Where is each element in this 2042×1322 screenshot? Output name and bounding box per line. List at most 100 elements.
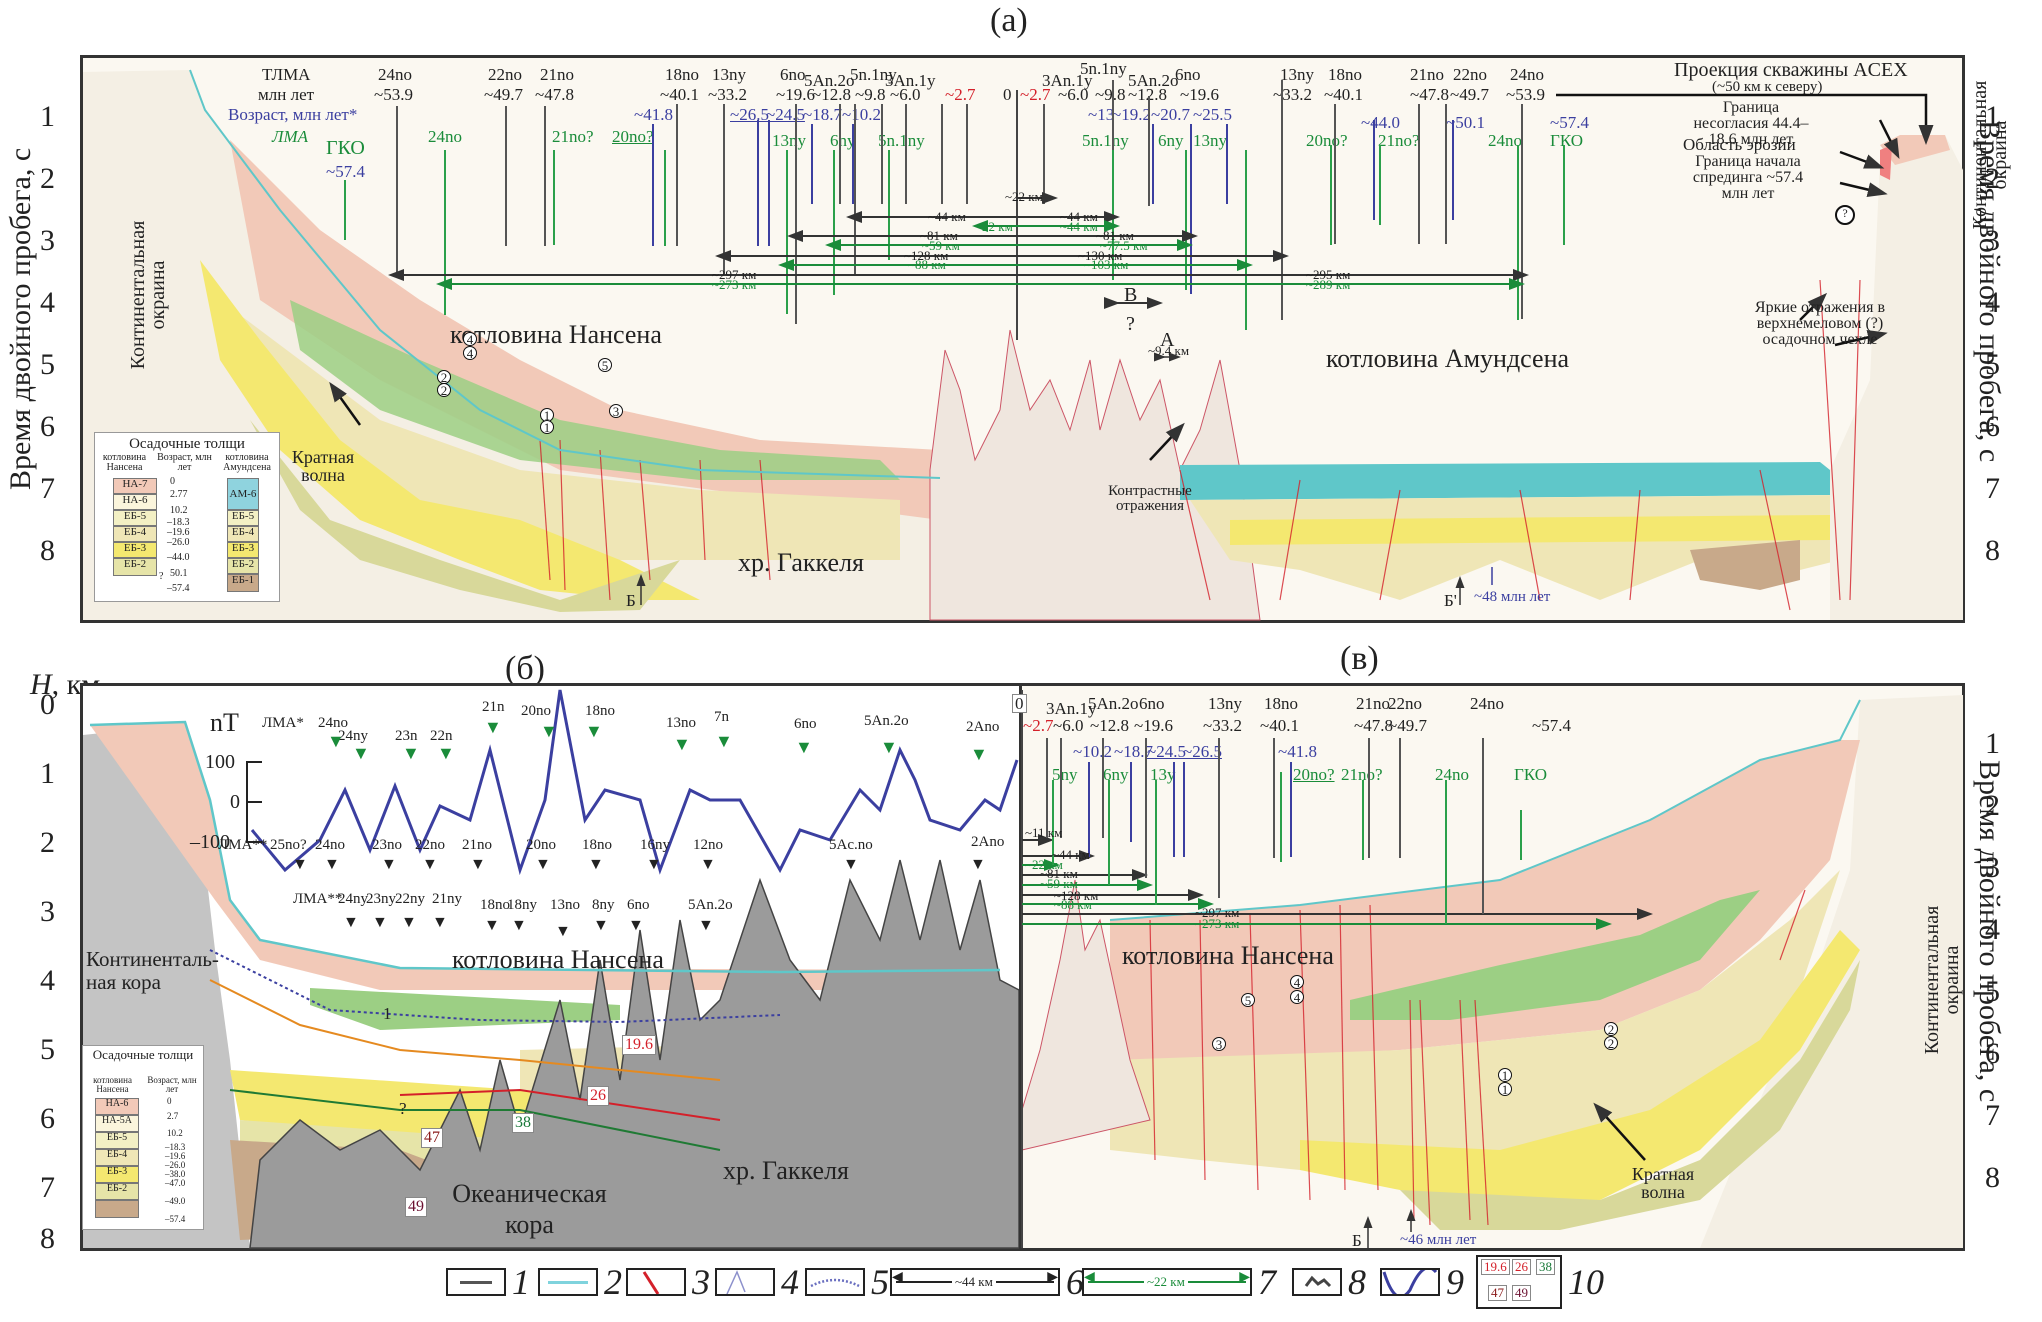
tlma-age: ~9.8: [1095, 85, 1126, 104]
black-down-arrow-icon: ▼: [555, 923, 571, 940]
legend-b-col-left: котловина Нансена: [93, 1075, 132, 1094]
y-tick: 1: [1985, 100, 2000, 133]
zone-b-label: B: [1124, 284, 1138, 306]
key-num: 10: [1568, 1262, 1604, 1302]
lma2-label-row2: ЛМА**: [293, 891, 343, 907]
dist-label: ~297 км: [712, 267, 757, 282]
arrow-right-glyph: ▶: [1047, 1270, 1058, 1285]
green-down-arrow-icon: ▼: [880, 737, 898, 757]
erosion-arrow: [1839, 150, 1885, 169]
lma1-chron: 5An.2o: [864, 713, 909, 729]
tlma-age: ~53.9: [1506, 85, 1545, 104]
legend-a-title: Осадочные толщи: [129, 436, 245, 452]
tlma-line: [905, 104, 907, 204]
y-tick: 1: [1985, 727, 2000, 760]
legend-age: 0: [170, 476, 175, 487]
dist-label-green: ~273 км: [712, 277, 757, 292]
lma-line: [1563, 145, 1565, 245]
tlma-chron: 13ny: [1280, 65, 1314, 84]
black-down-arrow-icon: ▼: [511, 917, 527, 934]
blue-age: ~50.1: [1446, 113, 1485, 132]
legend-unit: ЕБ-5: [113, 510, 157, 526]
cont-crust-label: Континенталь-ная кора: [86, 947, 219, 995]
arrow-right-glyph: ▶: [1239, 1270, 1250, 1285]
green-lma: ГКО: [1514, 765, 1548, 784]
age-tag: 38: [512, 1113, 534, 1133]
blue-age: ~57.4: [1550, 113, 1589, 132]
lma2-chron: 5An.2o: [688, 897, 733, 913]
blue-age: ~18.7: [1114, 742, 1153, 761]
age-line: [811, 124, 813, 204]
dist-label-green: ~77.5 км: [1100, 238, 1148, 253]
black-down-arrow-icon: ▼: [422, 856, 438, 873]
legend-unit: ЕБ-3: [95, 1166, 139, 1183]
lma-line: [1108, 780, 1110, 885]
circle-marker: 1: [540, 420, 554, 434]
black-down-arrow-icon: ▼: [970, 856, 986, 873]
bright-arrow-2: [1834, 329, 1888, 347]
tlma-age: ~47.8: [535, 85, 574, 104]
blue-age: ~13: [1088, 105, 1115, 124]
key-num: 7: [1258, 1262, 1276, 1302]
tlma-age: ~40.1: [1324, 85, 1363, 104]
green-down-arrow-icon: ▼: [437, 743, 455, 763]
faults-c: [1149, 889, 1806, 1226]
circle-marker: 2: [437, 383, 451, 397]
legend-unit: ЕБ-2: [227, 558, 259, 574]
horizon-dotted-blue: [209, 949, 781, 1024]
amundsen-eb3-layer: [1230, 515, 1830, 545]
legend-unit-eb1: [95, 1200, 139, 1218]
gakkel-ridge-c: [1021, 879, 1151, 1151]
seafloor-line-b: [89, 720, 1001, 974]
mag-unit: nT: [210, 708, 239, 737]
y-tick: 7: [40, 1171, 55, 1204]
tlma-chron: 6no: [1139, 694, 1165, 713]
tlma-chron: 5n.1ny: [1080, 59, 1127, 78]
age-line: [1173, 762, 1175, 857]
black-down-arrow-icon: ▼: [343, 914, 359, 931]
tlma-age: ~40.1: [660, 85, 699, 104]
lma1-chron: 24ny: [338, 728, 368, 744]
bright-arrow-1: [1799, 292, 1828, 321]
key-tag: 47: [1488, 1285, 1507, 1302]
lma1-chron: 21n: [482, 699, 505, 715]
lma2-chron: 18no: [582, 837, 612, 853]
blue-age: ~18.7: [803, 105, 842, 124]
tlma-age: ~49.7: [1450, 85, 1489, 104]
tlma-age: ~12.8: [1128, 85, 1167, 104]
green-lma: 13y: [1150, 765, 1176, 784]
red-fault-icon: [626, 1268, 686, 1296]
lma-line: [1520, 810, 1522, 860]
legend-unit: ЕБ-2: [95, 1183, 139, 1200]
lma-line: [1379, 145, 1381, 225]
key-num: 6: [1066, 1262, 1084, 1302]
lma1-chron: 20no: [521, 703, 551, 719]
eb3-layer-c: [1300, 930, 1860, 1200]
dist-label: ~295 км: [1306, 267, 1351, 282]
lma-line: [1280, 772, 1282, 862]
lma2-chron: 8ny: [592, 897, 615, 913]
seafloor-line-a: [189, 69, 941, 479]
tlma-age: ~12.8: [1090, 716, 1129, 735]
y-tick: 4: [1985, 286, 2000, 319]
dist-label: ~81 км: [920, 228, 958, 243]
lma2-chron: 21ny: [432, 891, 462, 907]
dist-label-green: ~88 км: [1054, 897, 1092, 912]
legend-age: –26.0: [165, 1160, 186, 1170]
tlma-chron: 24no: [1470, 694, 1504, 713]
tlma-age: ~40.1: [1260, 716, 1299, 735]
circle-marker: 1: [1498, 1082, 1512, 1096]
y-tick: 2: [40, 826, 55, 859]
lma-line: [1362, 780, 1364, 860]
y-tick: 3: [40, 895, 55, 928]
age-line: [768, 120, 770, 246]
blue-age: ~41.8: [634, 105, 673, 124]
green-down-arrow-icon: ▼: [970, 744, 988, 764]
lma2-chron: 12no: [693, 837, 723, 853]
tlma-line: [1482, 738, 1484, 914]
age-tag: 19.6: [622, 1035, 656, 1055]
legend-unit: ЕБ-5: [227, 510, 259, 526]
lma2-chron: 18ny: [507, 897, 537, 913]
y-tick: 7: [1985, 472, 2000, 505]
